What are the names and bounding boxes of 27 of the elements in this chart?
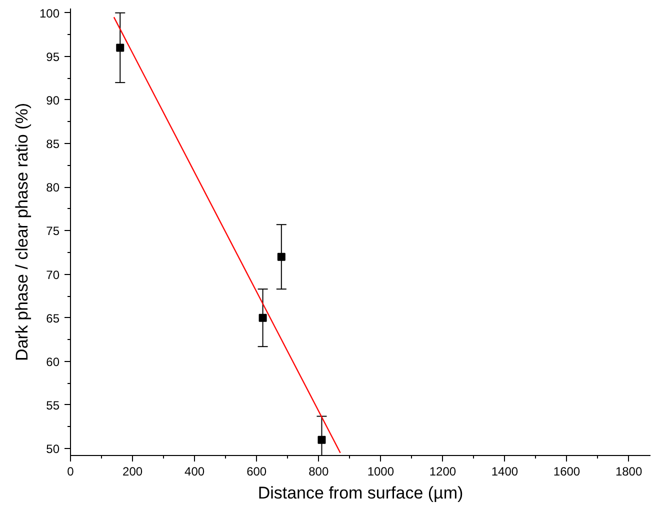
y-tick-label: 65: [46, 311, 60, 326]
x-tick-label: 800: [308, 464, 329, 478]
y-tick-label: 55: [46, 398, 60, 412]
y-tick-label: 75: [46, 224, 60, 238]
y-tick-label: 80: [46, 180, 60, 195]
x-tick-label: 200: [122, 464, 143, 478]
y-tick-label: 50: [46, 442, 60, 456]
y-tick-label: 95: [46, 50, 60, 64]
y-tick-label: 90: [46, 93, 60, 108]
x-axis-title: Distance from surface (µm): [258, 484, 464, 502]
x-tick-label: 1000: [367, 464, 394, 478]
x-tick-label: 1800: [615, 464, 642, 478]
x-tick-label: 1400: [491, 464, 518, 478]
x-tick-label: 600: [246, 464, 267, 478]
point: [258, 314, 267, 322]
point: [277, 252, 286, 261]
x-tick-label: 1200: [429, 464, 456, 478]
point: [318, 436, 326, 444]
y-tick-label: 85: [46, 137, 60, 152]
x-tick-label: 400: [184, 464, 205, 478]
y-tick-label: 100: [39, 6, 60, 20]
y-axis-title: Dark phase / clear phase ratio (%): [12, 103, 32, 361]
y-tick-label: 70: [46, 268, 60, 282]
x-tick-label: 0: [67, 464, 74, 478]
x-tick-label: 1600: [553, 464, 580, 478]
point: [116, 44, 124, 52]
y-tick-label: 60: [46, 354, 60, 369]
